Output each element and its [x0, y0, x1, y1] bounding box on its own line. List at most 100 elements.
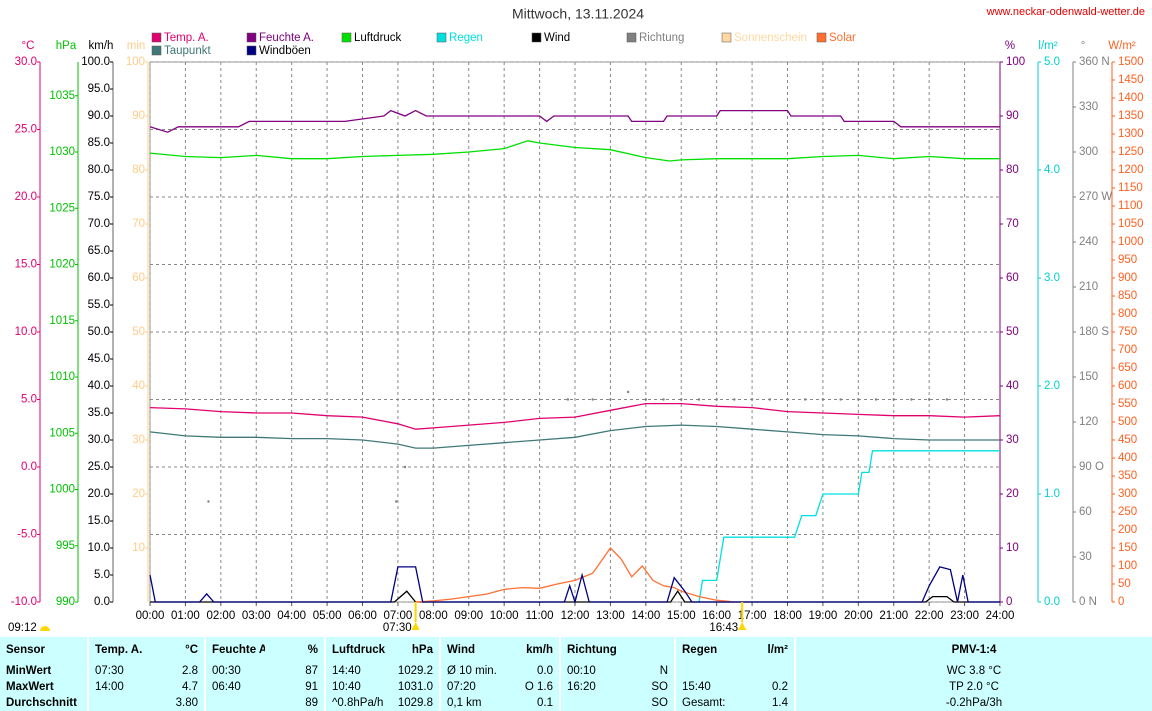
table-cell	[204, 695, 265, 711]
data-point	[207, 500, 210, 503]
data-point	[892, 398, 895, 401]
y-tick-label: 0.0	[94, 596, 110, 608]
y-tick-label: 60	[132, 272, 145, 284]
y-tick-label: 20.0	[88, 488, 110, 500]
sun-marker	[411, 622, 420, 630]
y-tick-label: 55.0	[88, 299, 110, 311]
sunshine-duration: 09:12	[8, 622, 37, 634]
y-tick-label: 30	[1006, 434, 1019, 446]
legend-swatch	[341, 32, 352, 43]
table-cell: PMV-1:4	[794, 637, 1152, 663]
y-tick-label: 240	[1079, 236, 1098, 248]
table-cell: SO	[651, 681, 668, 693]
y-tick-label: 1010	[49, 371, 75, 383]
table-header: Sensor Temp. A. °C Feuchte A.% Luftdruck hPa W…	[0, 637, 1152, 663]
y-tick-label: 80.0	[88, 164, 110, 176]
y-tick-label: 30.0	[15, 56, 37, 68]
legend-swatch	[531, 32, 542, 43]
y-tick-label: 330	[1079, 101, 1098, 113]
x-tick-label: 21:00	[879, 610, 908, 622]
table-cell: 07:20	[439, 679, 500, 695]
y-tick-label: 40.0	[88, 380, 110, 392]
table-cell: 0.1	[537, 697, 553, 709]
y-tick-label: 40	[132, 380, 145, 392]
table-cell: Durchschnitt	[6, 697, 77, 709]
x-tick-label: 09:00	[454, 610, 483, 622]
table-cell: 00:10	[559, 663, 620, 679]
table-cell: Sensor	[6, 644, 45, 656]
legend-swatch	[626, 32, 637, 43]
y-tick-label: 1150	[1118, 182, 1143, 194]
y-tick-label: 25.0	[15, 124, 37, 136]
y-tick-label: 1000	[1118, 236, 1144, 248]
y-tick-label: 90.0	[88, 110, 110, 122]
y-tick-label: 45.0	[88, 353, 110, 365]
table-cell: Feuchte A.	[204, 637, 265, 663]
table-cell: 1031.0	[397, 681, 433, 693]
series-line	[698, 450, 1000, 603]
x-tick-label: 17:00	[738, 610, 767, 622]
y-tick-label: 20	[1006, 488, 1019, 500]
table-cell: ^0.8hPa/h	[324, 695, 385, 711]
sun-marker	[738, 622, 747, 630]
y-tick-label: 150	[1118, 542, 1137, 554]
table-cell	[674, 663, 735, 679]
table-cell: 15:40	[674, 679, 735, 695]
table-cell: 4.7	[182, 681, 198, 693]
y-tick-label: 150	[1079, 371, 1098, 383]
y-tick-label: 80	[132, 164, 145, 176]
x-tick-label: 07:00	[384, 610, 413, 622]
data-point	[566, 398, 570, 401]
table-cell: 00:30	[204, 663, 265, 679]
data-point	[804, 398, 807, 401]
y-tick-label: 550	[1118, 398, 1137, 410]
legend-label: Richtung	[639, 32, 684, 44]
legend-swatch	[721, 32, 732, 43]
y-tick-label: 30.0	[88, 434, 110, 446]
y-tick-label: 1015	[49, 315, 75, 327]
chart: Mittwoch, 13.11.2024 www.neckar-odenwald…	[8, 6, 1145, 634]
table-row: MinWert 07:30 2.8 00:30 87 14:40 1029.2 Ø 10 mi…	[0, 663, 1152, 679]
table-cell: 0.0	[537, 665, 553, 677]
y-tick-label: 35.0	[88, 407, 110, 419]
y-tick-label: 1000	[49, 484, 75, 496]
table-cell: O 1.6	[524, 681, 553, 693]
y-tick-label: -5.0	[17, 529, 37, 541]
y-tick-label: 50	[132, 326, 145, 338]
x-tick-label: 01:00	[171, 610, 200, 622]
y-tick-label: 15.0	[88, 515, 110, 527]
y-tick-label: 995	[56, 540, 75, 552]
x-tick-label: 08:00	[419, 610, 448, 622]
y-tick-label: 1050	[1118, 218, 1144, 230]
series-line	[149, 424, 1000, 449]
table-cell: 87	[305, 665, 318, 677]
x-tick-label: 16:00	[702, 610, 731, 622]
y-tick-label: 0 N	[1079, 596, 1097, 608]
table-cell	[559, 695, 620, 711]
y-tick-label: 70.0	[88, 218, 110, 230]
sun-label: 07:30	[383, 622, 412, 634]
table-cell: 10:40	[324, 679, 385, 695]
x-tick-label: 15:00	[667, 610, 696, 622]
legend-swatch	[436, 32, 447, 43]
table-cell: 0.2	[772, 681, 788, 693]
data-point	[403, 465, 407, 469]
y-tick-label: 10	[1006, 542, 1019, 554]
axis-unit: %	[1005, 40, 1015, 52]
y-tick-label: 950	[1118, 254, 1137, 266]
y-tick-label: 1400	[1118, 92, 1144, 104]
y-tick-label: 900	[1118, 272, 1137, 284]
x-tick-label: 02:00	[206, 610, 235, 622]
y-tick-label: 50	[1118, 578, 1131, 590]
data-point	[786, 398, 789, 401]
y-tick-label: 200	[1118, 524, 1137, 536]
table-cell: N	[659, 665, 668, 677]
table-cell: MaxWert	[6, 681, 54, 693]
axis-unit: W/m²	[1108, 40, 1136, 52]
data-point	[697, 398, 701, 401]
y-tick-label: 0.0	[1044, 596, 1060, 608]
y-tick-label: 65.0	[88, 245, 110, 257]
y-tick-label: 1005	[49, 427, 75, 439]
table-cell: 2.8	[182, 665, 198, 677]
